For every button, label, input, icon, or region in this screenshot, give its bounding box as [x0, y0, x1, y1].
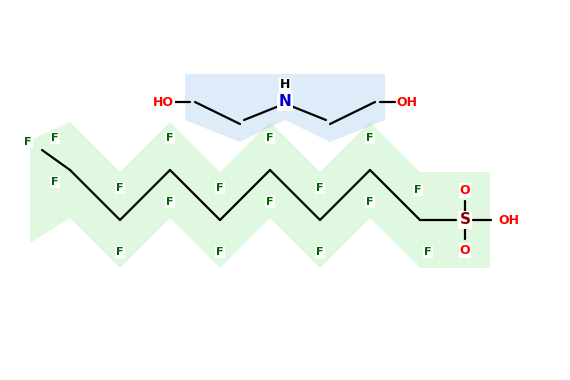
Text: S: S — [459, 212, 470, 228]
Text: F: F — [266, 197, 274, 207]
Text: F: F — [25, 137, 32, 147]
Text: H: H — [280, 79, 290, 92]
Text: F: F — [266, 133, 274, 143]
Text: F: F — [51, 177, 59, 187]
Text: F: F — [367, 197, 374, 207]
Text: OH: OH — [499, 214, 519, 226]
Text: F: F — [216, 247, 224, 257]
Text: OH: OH — [397, 95, 417, 109]
Text: F: F — [367, 133, 374, 143]
Text: HO: HO — [153, 95, 173, 109]
Text: F: F — [316, 247, 324, 257]
Text: F: F — [424, 247, 431, 257]
Text: O: O — [459, 184, 470, 196]
Text: F: F — [166, 197, 174, 207]
Text: F: F — [116, 183, 124, 193]
Text: F: F — [116, 247, 124, 257]
Text: F: F — [166, 133, 174, 143]
Text: F: F — [51, 133, 59, 143]
Polygon shape — [185, 74, 385, 142]
Text: F: F — [414, 185, 422, 195]
Text: N: N — [279, 95, 291, 109]
Text: F: F — [216, 183, 224, 193]
Text: F: F — [316, 183, 324, 193]
Polygon shape — [30, 122, 490, 268]
Text: O: O — [459, 244, 470, 256]
